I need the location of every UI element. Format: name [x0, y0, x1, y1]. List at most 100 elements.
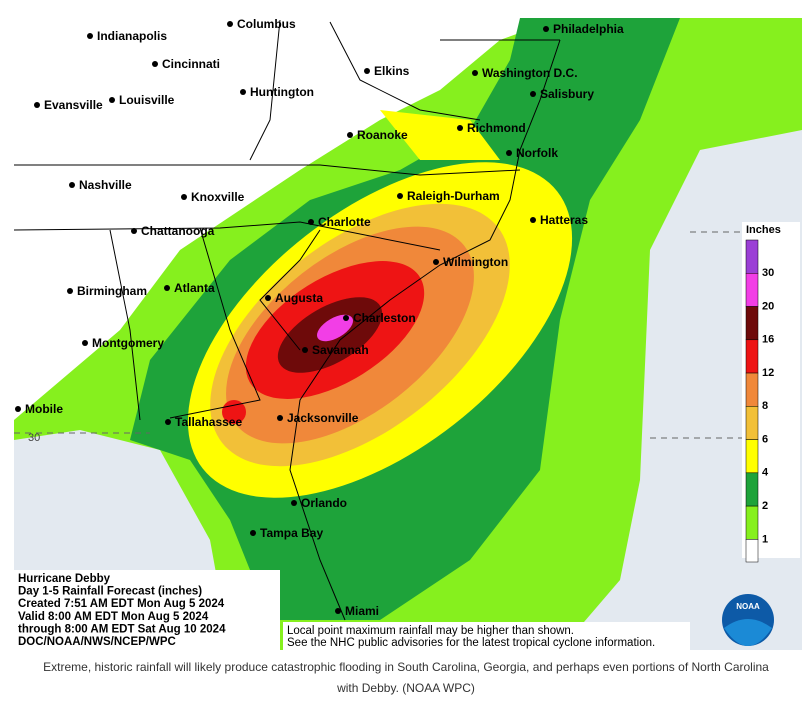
- rain-4-north: [380, 110, 500, 160]
- legend-label: 12: [762, 367, 774, 379]
- legend-label: 6: [762, 433, 768, 445]
- city-dot: [530, 91, 536, 97]
- city-label: Atlanta: [174, 281, 215, 295]
- city-label: Raleigh-Durham: [407, 189, 500, 203]
- city-label: Salisbury: [540, 87, 594, 101]
- city-dot: [165, 419, 171, 425]
- legend-title: Inches: [746, 224, 781, 236]
- legend-label: 30: [762, 267, 774, 279]
- legend-label: 4: [762, 467, 769, 479]
- city-dot: [131, 228, 137, 234]
- city-label: Roanoke: [357, 128, 408, 142]
- legend-swatch: [745, 472, 759, 507]
- info-line: through 8:00 AM EDT Sat Aug 10 2024: [18, 623, 226, 635]
- city-label: Miami: [345, 604, 379, 618]
- legend-label: 2: [762, 500, 768, 512]
- note-line: Local point maximum rainfall may be high…: [287, 625, 574, 637]
- city-label: Elkins: [374, 64, 410, 78]
- city-dot: [397, 193, 403, 199]
- city-label: Norfolk: [516, 146, 558, 160]
- legend-swatch: [745, 505, 759, 540]
- city-dot: [302, 347, 308, 353]
- caption-line: Extreme, historic rainfall will likely p…: [43, 660, 769, 674]
- noaa-logo: NOAA: [722, 594, 774, 646]
- legend-swatch: [745, 239, 759, 274]
- info-line: Day 1-5 Rainfall Forecast (inches): [18, 586, 202, 598]
- city-label: Washington D.C.: [482, 66, 578, 80]
- city-dot: [343, 315, 349, 321]
- rain-20: [316, 314, 354, 342]
- city-label: Orlando: [301, 496, 347, 510]
- map: 30 Columbus Indianapolis Cincinnati Louisvi…: [14, 17, 802, 650]
- legend-label: 8: [762, 400, 768, 412]
- city-label: Montgomery: [92, 336, 164, 350]
- city-label: Mobile: [25, 402, 63, 416]
- city-dot: [308, 219, 314, 225]
- city-label: Richmond: [467, 121, 526, 135]
- city-dot: [347, 132, 353, 138]
- city-dot: [265, 295, 271, 301]
- info-line: Valid 8:00 AM EDT Mon Aug 5 2024: [18, 611, 209, 623]
- city-label: Cincinnati: [162, 57, 220, 71]
- city-label: Evansville: [44, 98, 103, 112]
- legend: Inches 30 20 16 12 8 6 4 2 1: [742, 222, 800, 563]
- borders: [14, 19, 561, 621]
- info-line: Hurricane Debby: [18, 573, 111, 585]
- logo-wave: [724, 619, 772, 646]
- city-dot: [87, 33, 93, 39]
- info-box: [14, 570, 280, 650]
- city-label: Wilmington: [443, 255, 508, 269]
- note-line: See the NHC public advisories for the la…: [287, 637, 655, 649]
- city-dot: [152, 61, 158, 67]
- city-dot: [82, 340, 88, 346]
- legend-label: 20: [762, 300, 774, 312]
- city-label: Charlotte: [318, 215, 371, 229]
- legend-swatch: [745, 439, 759, 474]
- city-dot: [15, 406, 21, 412]
- city-dot: [69, 182, 75, 188]
- city-label: Indianapolis: [97, 29, 167, 43]
- cities: Columbus Indianapolis Cincinnati Louisville…: [15, 17, 624, 618]
- city-label: Huntington: [250, 85, 314, 99]
- city-label: Savannah: [312, 343, 369, 357]
- city-dot: [291, 500, 297, 506]
- city-label: Louisville: [119, 93, 175, 107]
- legend-swatch: [745, 339, 759, 374]
- note-box: [283, 622, 690, 650]
- city-dot: [227, 21, 233, 27]
- note-text: Local point maximum rainfall may be high…: [287, 625, 655, 649]
- city-dot: [364, 68, 370, 74]
- city-dot: [109, 97, 115, 103]
- legend-swatch: [745, 406, 759, 440]
- city-dot: [506, 150, 512, 156]
- city-label: Philadelphia: [553, 22, 624, 36]
- city-label: Charleston: [353, 311, 416, 325]
- city-dot: [472, 70, 478, 76]
- caption: Extreme, historic rainfall will likely p…: [43, 660, 769, 695]
- legend-swatch-none: [745, 539, 759, 563]
- city-label: Nashville: [79, 178, 132, 192]
- city-label: Columbus: [237, 17, 296, 31]
- city-dot: [67, 288, 73, 294]
- city-label: Tallahassee: [175, 415, 242, 429]
- city-label: Knoxville: [191, 190, 245, 204]
- caption-line: with Debby. (NOAA WPC): [336, 681, 475, 695]
- info-line: Created 7:51 AM EDT Mon Aug 5 2024: [18, 598, 225, 610]
- city-dot: [433, 259, 439, 265]
- city-dot: [164, 285, 170, 291]
- city-label: Augusta: [275, 291, 323, 305]
- city-dot: [457, 125, 463, 131]
- city-dot: [277, 415, 283, 421]
- city-label: Birmingham: [77, 284, 147, 298]
- city-dot: [181, 194, 187, 200]
- city-label: Chattanooga: [141, 224, 215, 238]
- rainfall: [14, 18, 802, 650]
- city-dot: [250, 530, 256, 536]
- logo-text: NOAA: [736, 602, 760, 611]
- city-dot: [34, 102, 40, 108]
- legend-swatch: [745, 372, 759, 407]
- legend-label: 1: [762, 533, 768, 545]
- city-dot: [240, 89, 246, 95]
